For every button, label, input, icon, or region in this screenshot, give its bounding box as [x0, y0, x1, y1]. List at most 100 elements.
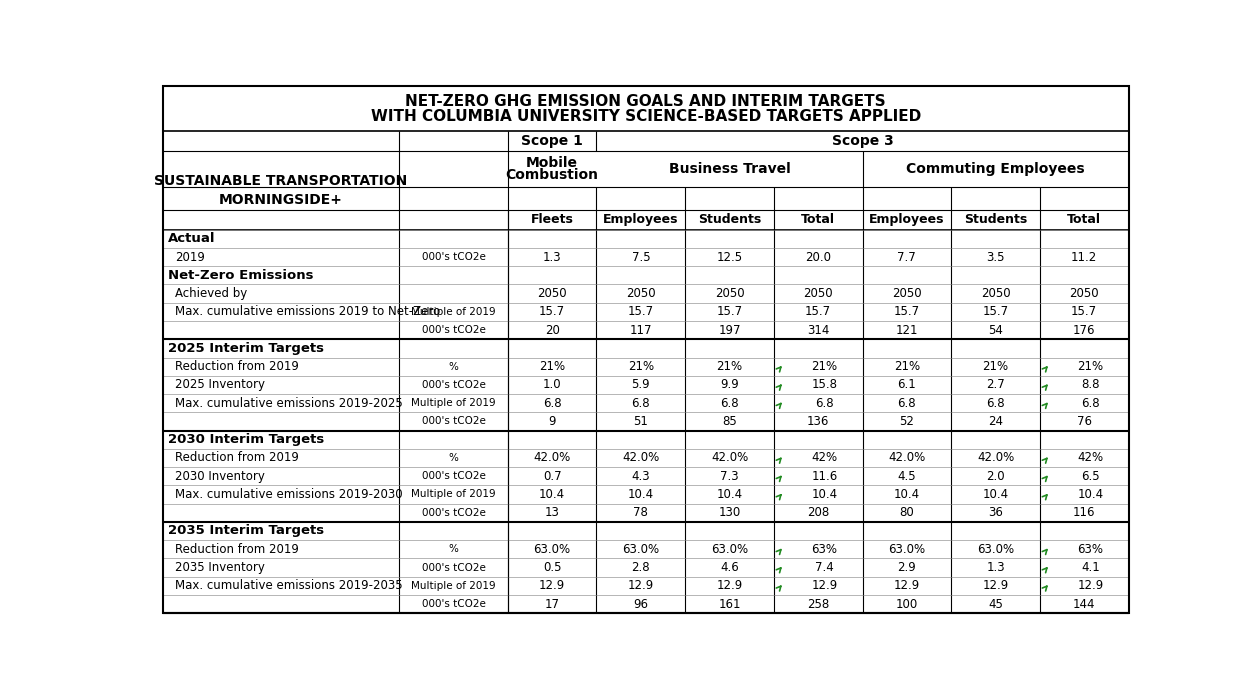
Text: 000's tCO2e: 000's tCO2e — [422, 562, 485, 573]
Text: 000's tCO2e: 000's tCO2e — [422, 416, 485, 427]
Text: 63%: 63% — [1077, 543, 1104, 556]
Text: Max. cumulative emissions 2019-2030: Max. cumulative emissions 2019-2030 — [175, 488, 403, 501]
Text: 21%: 21% — [717, 360, 742, 373]
Text: 63.0%: 63.0% — [711, 543, 748, 556]
Text: 63.0%: 63.0% — [888, 543, 925, 556]
Text: 2050: 2050 — [892, 287, 921, 300]
Text: 42.0%: 42.0% — [888, 452, 926, 464]
Text: 8.8: 8.8 — [1081, 378, 1100, 391]
Text: 21%: 21% — [811, 360, 838, 373]
Text: 130: 130 — [718, 506, 741, 519]
Text: 15.7: 15.7 — [539, 305, 566, 318]
Text: Commuting Employees: Commuting Employees — [906, 162, 1085, 176]
Text: Students: Students — [698, 213, 761, 226]
Text: 54: 54 — [988, 324, 1003, 336]
Text: Combustion: Combustion — [505, 168, 598, 182]
Text: 10.4: 10.4 — [811, 488, 838, 501]
Text: 1.0: 1.0 — [543, 378, 562, 391]
Text: 11.6: 11.6 — [811, 470, 838, 483]
Text: 2035 Interim Targets: 2035 Interim Targets — [168, 525, 324, 537]
Text: 11.2: 11.2 — [1071, 251, 1097, 263]
Text: 78: 78 — [634, 506, 648, 519]
Text: 4.6: 4.6 — [721, 561, 738, 574]
Text: 42%: 42% — [1077, 452, 1104, 464]
Text: 0.7: 0.7 — [543, 470, 562, 483]
Text: 10.4: 10.4 — [1077, 488, 1104, 501]
Text: 6.8: 6.8 — [987, 397, 1005, 409]
Text: 2.0: 2.0 — [987, 470, 1005, 483]
Text: Reduction from 2019: Reduction from 2019 — [175, 543, 299, 556]
Text: 6.8: 6.8 — [543, 397, 562, 409]
Text: 2050: 2050 — [537, 287, 567, 300]
Text: %: % — [449, 544, 459, 554]
Text: 117: 117 — [630, 324, 653, 336]
Text: 10.4: 10.4 — [539, 488, 566, 501]
Text: 000's tCO2e: 000's tCO2e — [422, 599, 485, 609]
Text: 4.5: 4.5 — [897, 470, 916, 483]
Text: Scope 1: Scope 1 — [522, 134, 583, 148]
Text: 12.9: 12.9 — [539, 579, 566, 592]
Text: 6.8: 6.8 — [721, 397, 738, 409]
Text: 15.7: 15.7 — [717, 305, 742, 318]
Text: Actual: Actual — [168, 232, 215, 245]
Text: 51: 51 — [634, 415, 648, 428]
Text: 10.4: 10.4 — [983, 488, 1008, 501]
Text: 85: 85 — [722, 415, 737, 428]
Text: 144: 144 — [1074, 598, 1095, 610]
Text: 0.5: 0.5 — [543, 561, 562, 574]
Text: 45: 45 — [988, 598, 1003, 610]
Text: 2050: 2050 — [980, 287, 1011, 300]
Text: 2030 Inventory: 2030 Inventory — [175, 470, 265, 483]
Text: SUSTAINABLE TRANSPORTATION: SUSTAINABLE TRANSPORTATION — [155, 174, 408, 188]
Text: 15.8: 15.8 — [811, 378, 838, 391]
Text: 10.4: 10.4 — [627, 488, 654, 501]
Text: 15.7: 15.7 — [805, 305, 832, 318]
Text: 63.0%: 63.0% — [533, 543, 571, 556]
Text: 6.8: 6.8 — [1081, 397, 1100, 409]
Text: 15.7: 15.7 — [1071, 305, 1097, 318]
Text: 161: 161 — [718, 598, 741, 610]
Text: 20: 20 — [544, 324, 559, 336]
Text: NET-ZERO GHG EMISSION GOALS AND INTERIM TARGETS: NET-ZERO GHG EMISSION GOALS AND INTERIM … — [406, 94, 886, 108]
Text: 2.7: 2.7 — [987, 378, 1005, 391]
Text: Net-Zero Emissions: Net-Zero Emissions — [168, 269, 312, 282]
Text: 2035 Inventory: 2035 Inventory — [175, 561, 265, 574]
Text: 42.0%: 42.0% — [711, 452, 748, 464]
Text: 1.3: 1.3 — [987, 561, 1005, 574]
Text: 10.4: 10.4 — [717, 488, 742, 501]
Text: 9.9: 9.9 — [721, 378, 738, 391]
Text: 96: 96 — [634, 598, 649, 610]
Text: Scope 3: Scope 3 — [832, 134, 893, 148]
Text: Total: Total — [801, 213, 835, 226]
Text: 000's tCO2e: 000's tCO2e — [422, 471, 485, 481]
Text: 21%: 21% — [627, 360, 654, 373]
Text: 100: 100 — [896, 598, 919, 610]
Text: 6.5: 6.5 — [1081, 470, 1100, 483]
Text: 2.8: 2.8 — [631, 561, 650, 574]
Text: Multiple of 2019: Multiple of 2019 — [411, 307, 496, 317]
Text: 176: 176 — [1074, 324, 1095, 336]
Text: 3.5: 3.5 — [987, 251, 1004, 263]
Text: 12.9: 12.9 — [1077, 579, 1104, 592]
Text: %: % — [449, 361, 459, 372]
Text: 63%: 63% — [811, 543, 838, 556]
Text: 42.0%: 42.0% — [622, 452, 659, 464]
Text: 6.1: 6.1 — [897, 378, 916, 391]
Text: Reduction from 2019: Reduction from 2019 — [175, 452, 299, 464]
Text: 2050: 2050 — [626, 287, 655, 300]
Text: Multiple of 2019: Multiple of 2019 — [411, 398, 496, 408]
Text: 2025 Interim Targets: 2025 Interim Targets — [168, 342, 324, 355]
Text: 136: 136 — [806, 415, 829, 428]
Text: 12.9: 12.9 — [717, 579, 742, 592]
Text: 20.0: 20.0 — [805, 251, 832, 263]
Text: 12.9: 12.9 — [627, 579, 654, 592]
Text: 2050: 2050 — [714, 287, 745, 300]
Text: 314: 314 — [806, 324, 829, 336]
Text: Employees: Employees — [604, 213, 679, 226]
Text: 000's tCO2e: 000's tCO2e — [422, 380, 485, 390]
Text: 36: 36 — [988, 506, 1003, 519]
Text: 42%: 42% — [811, 452, 838, 464]
Text: 2025 Inventory: 2025 Inventory — [175, 378, 266, 391]
Text: 2.9: 2.9 — [897, 561, 916, 574]
Text: Fleets: Fleets — [530, 213, 573, 226]
